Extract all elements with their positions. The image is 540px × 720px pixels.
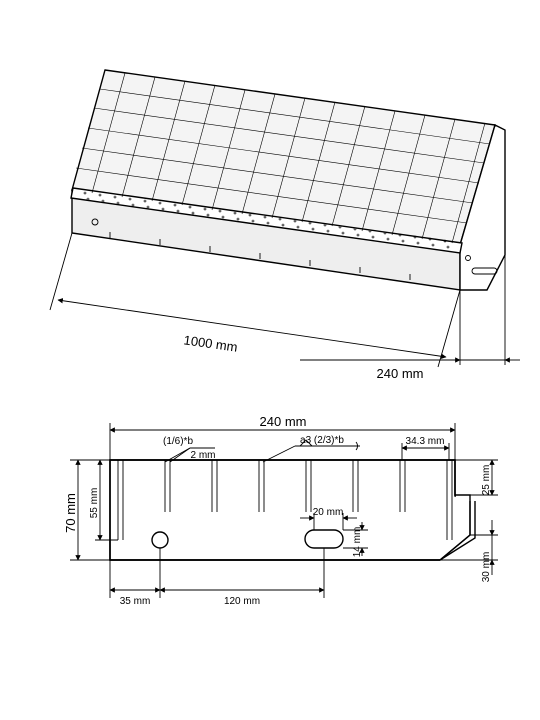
dim-slot-height: 14 mm [352, 527, 363, 558]
dim-overall-height: 70 mm [63, 493, 78, 533]
section-view: 240 mm 34.3 mm (1/6)*b 2 mm a3 (2/3)*b 7… [63, 414, 498, 607]
weld-note-left: (1/6)*b [163, 436, 193, 447]
dim-hole-from-left: 35 mm [120, 596, 151, 607]
dim-slot-from-hole: 120 mm [224, 596, 260, 607]
dim-inner-height: 55 mm [89, 488, 100, 519]
iso-width-label: 240 mm [377, 366, 424, 381]
isometric-view: 1000 mm 240 mm [50, 70, 520, 381]
dim-overall-width: 240 mm [260, 414, 307, 429]
iso-length-label: 1000 mm [183, 332, 239, 354]
dim-slot-spacing: 34.3 mm [406, 436, 445, 447]
dim-flange-thickness: 2 mm [191, 450, 216, 461]
dim-step-bottom: 30 mm [481, 552, 492, 583]
weld-note-right: a3 (2/3)*b [300, 435, 344, 446]
dim-step-top: 25 mm [481, 465, 492, 496]
dim-slot-width: 20 mm [313, 507, 344, 518]
technical-drawing: 1000 mm 240 mm [0, 0, 540, 720]
